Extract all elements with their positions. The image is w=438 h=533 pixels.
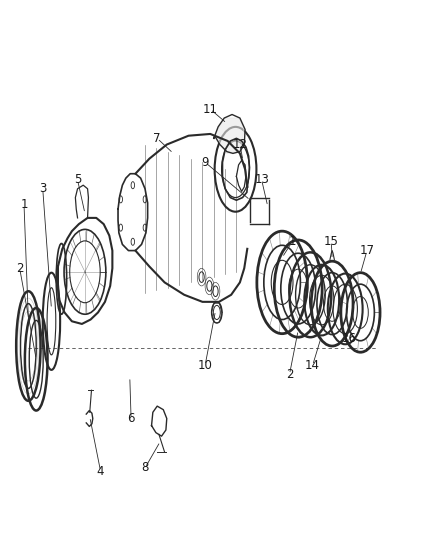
Text: 3: 3 [39, 182, 46, 195]
Text: 12: 12 [233, 138, 247, 151]
Text: 4: 4 [97, 465, 104, 478]
Text: 7: 7 [153, 132, 161, 145]
Text: 11: 11 [203, 103, 218, 116]
Text: 2: 2 [16, 262, 23, 275]
Text: 9: 9 [201, 156, 209, 169]
Text: 5: 5 [74, 173, 81, 187]
Text: 14: 14 [305, 359, 320, 372]
Polygon shape [215, 118, 244, 154]
Text: 15: 15 [324, 235, 339, 248]
Text: 6: 6 [127, 412, 135, 425]
Text: 13: 13 [254, 173, 269, 187]
Text: 17: 17 [360, 244, 374, 257]
Text: 1: 1 [288, 235, 296, 248]
Text: 10: 10 [198, 359, 212, 372]
Text: 16: 16 [341, 333, 356, 345]
Text: 8: 8 [141, 462, 148, 474]
Text: 1: 1 [20, 198, 28, 211]
Text: 2: 2 [286, 368, 293, 381]
